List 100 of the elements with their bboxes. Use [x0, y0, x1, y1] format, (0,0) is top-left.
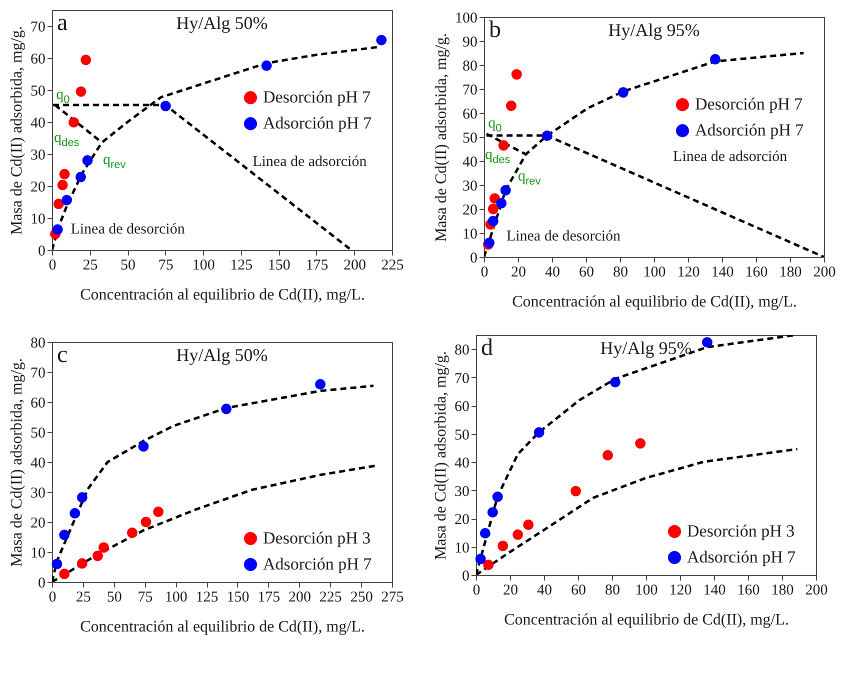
y-tick-label: 50 — [30, 426, 46, 442]
y-tick-label: 10 — [30, 546, 46, 562]
annotation: Linea de desorción — [506, 228, 622, 244]
legend-label: Desorción pH 3 — [687, 522, 795, 540]
x-tick-label: 20 — [511, 264, 526, 280]
y-tick-label: 40 — [30, 456, 46, 472]
annotation: a — [57, 10, 68, 36]
x-tick-label: 120 — [677, 264, 700, 280]
chart-title: Hy/Alg 95% — [608, 20, 700, 40]
legend-label: Adsorción pH 7 — [687, 548, 796, 566]
y-tick-label: 70 — [30, 20, 46, 36]
x-tick-label: 200 — [343, 258, 366, 274]
legend-label: Adsorción pH 7 — [263, 554, 372, 574]
y-tick-label: 70 — [30, 366, 46, 382]
x-tick-label: 225 — [319, 590, 342, 606]
x-tick-label: 275 — [381, 590, 404, 606]
y-tick-label: 10 — [462, 226, 478, 242]
y-tick-label: 20 — [454, 512, 470, 528]
y-tick-label: 70 — [462, 82, 478, 98]
x-tick-label: 250 — [350, 590, 373, 606]
x-tick-label: 175 — [258, 590, 280, 606]
y-tick-label: 0 — [38, 244, 46, 260]
y-tick-label: 90 — [462, 34, 478, 50]
x-tick-label: 50 — [120, 258, 136, 274]
y-tick-label: 80 — [462, 58, 478, 74]
x-tick-label: 100 — [643, 264, 666, 280]
y-axis-title: Masa de Cd(II) adsorbida, mg/g. — [8, 26, 26, 235]
y-tick-label: 10 — [454, 540, 470, 556]
y-tick-label: 100 — [455, 10, 478, 26]
annotation: c — [57, 342, 68, 368]
legend-label: Desorción pH 3 — [263, 528, 371, 548]
legend-label: Adsorción pH 7 — [695, 120, 804, 140]
y-tick-label: 60 — [30, 52, 46, 68]
y-tick-label: 10 — [30, 212, 46, 228]
x-axis-title: Concentración al equilibrio de Cd(II), mg/L. — [512, 294, 797, 310]
x-tick-label: 75 — [158, 258, 174, 274]
y-tick-label: 60 — [30, 396, 46, 412]
y-tick-label: 40 — [30, 116, 46, 132]
x-tick-label: 100 — [635, 582, 658, 598]
x-tick-label: 140 — [703, 582, 726, 598]
x-tick-label: 60 — [579, 264, 594, 280]
x-tick-label: 140 — [711, 264, 734, 280]
legend-label: Desorción pH 7 — [263, 88, 372, 107]
legend-label: Desorción pH 7 — [695, 94, 804, 114]
x-tick-label: 160 — [745, 264, 768, 280]
y-axis-title: Masa de Cd(II) adsorbida, mg/g. — [8, 358, 26, 567]
y-tick-label: 60 — [462, 106, 478, 122]
x-tick-label: 75 — [138, 590, 153, 606]
x-tick-label: 0 — [48, 258, 56, 274]
x-tick-label: 80 — [605, 582, 620, 598]
x-tick-label: 180 — [771, 582, 794, 598]
x-tick-label: 200 — [805, 582, 828, 598]
y-tick-label: 30 — [454, 484, 470, 500]
x-tick-label: 150 — [226, 590, 250, 606]
y-tick-label: 50 — [454, 427, 470, 444]
x-tick-label: 160 — [737, 582, 760, 598]
x-tick-label: 50 — [106, 590, 122, 606]
y-tick-label: 20 — [30, 516, 46, 532]
y-tick-label: 0 — [462, 568, 470, 584]
x-tick-label: 25 — [76, 590, 91, 606]
x-axis-title: Concentración al equilibrio de Cd(II), mg/L. — [80, 618, 365, 636]
x-tick-label: 40 — [537, 582, 552, 598]
x-tick-label: 125 — [230, 258, 253, 274]
annotation: Linea de adsorción — [673, 149, 788, 166]
chart-title: Hy/Alg 50% — [176, 13, 268, 33]
annotation: Linea de adsorción — [252, 154, 368, 170]
annotation: d — [481, 335, 493, 361]
x-axis-title: Concentración al equilibrio de Cd(II), mg/L. — [80, 286, 365, 304]
y-tick-label: 30 — [30, 486, 46, 502]
y-tick-label: 30 — [30, 148, 46, 164]
annotation: b — [489, 17, 501, 43]
x-tick-label: 25 — [82, 258, 98, 274]
x-tick-label: 80 — [613, 264, 628, 280]
y-tick-label: 20 — [30, 180, 46, 196]
chart-title: Hy/Alg 50% — [176, 345, 268, 365]
legend-label: Adsorción pH 7 — [263, 114, 372, 133]
x-tick-label: 175 — [306, 258, 328, 274]
x-tick-label: 0 — [48, 590, 56, 606]
x-tick-label: 100 — [164, 590, 188, 606]
x-tick-label: 20 — [503, 582, 518, 598]
annotation: Linea de desorción — [70, 221, 186, 238]
y-tick-label: 80 — [30, 336, 46, 352]
y-axis-title: Masa de Cd(II) adsorbida, mg/g. — [432, 351, 450, 560]
y-tick-label: 80 — [454, 342, 470, 359]
y-axis-title: Masa de Cd(II) adsorbida, mg/g. — [433, 33, 450, 242]
y-tick-label: 60 — [454, 399, 470, 416]
y-tick-label: 40 — [454, 456, 470, 472]
x-tick-label: 150 — [268, 258, 290, 274]
y-tick-label: 70 — [454, 370, 470, 387]
y-tick-label: 40 — [462, 154, 478, 170]
chart-title: Hy/Alg 95% — [600, 338, 692, 358]
x-tick-label: 225 — [381, 258, 404, 274]
x-tick-label: 60 — [571, 582, 586, 598]
x-tick-label: 0 — [480, 264, 488, 280]
x-tick-label: 125 — [196, 590, 218, 606]
y-tick-label: 50 — [30, 84, 46, 100]
x-tick-label: 100 — [192, 258, 215, 274]
x-tick-label: 120 — [669, 582, 692, 598]
x-tick-label: 40 — [545, 264, 560, 280]
y-tick-label: 20 — [462, 202, 478, 218]
